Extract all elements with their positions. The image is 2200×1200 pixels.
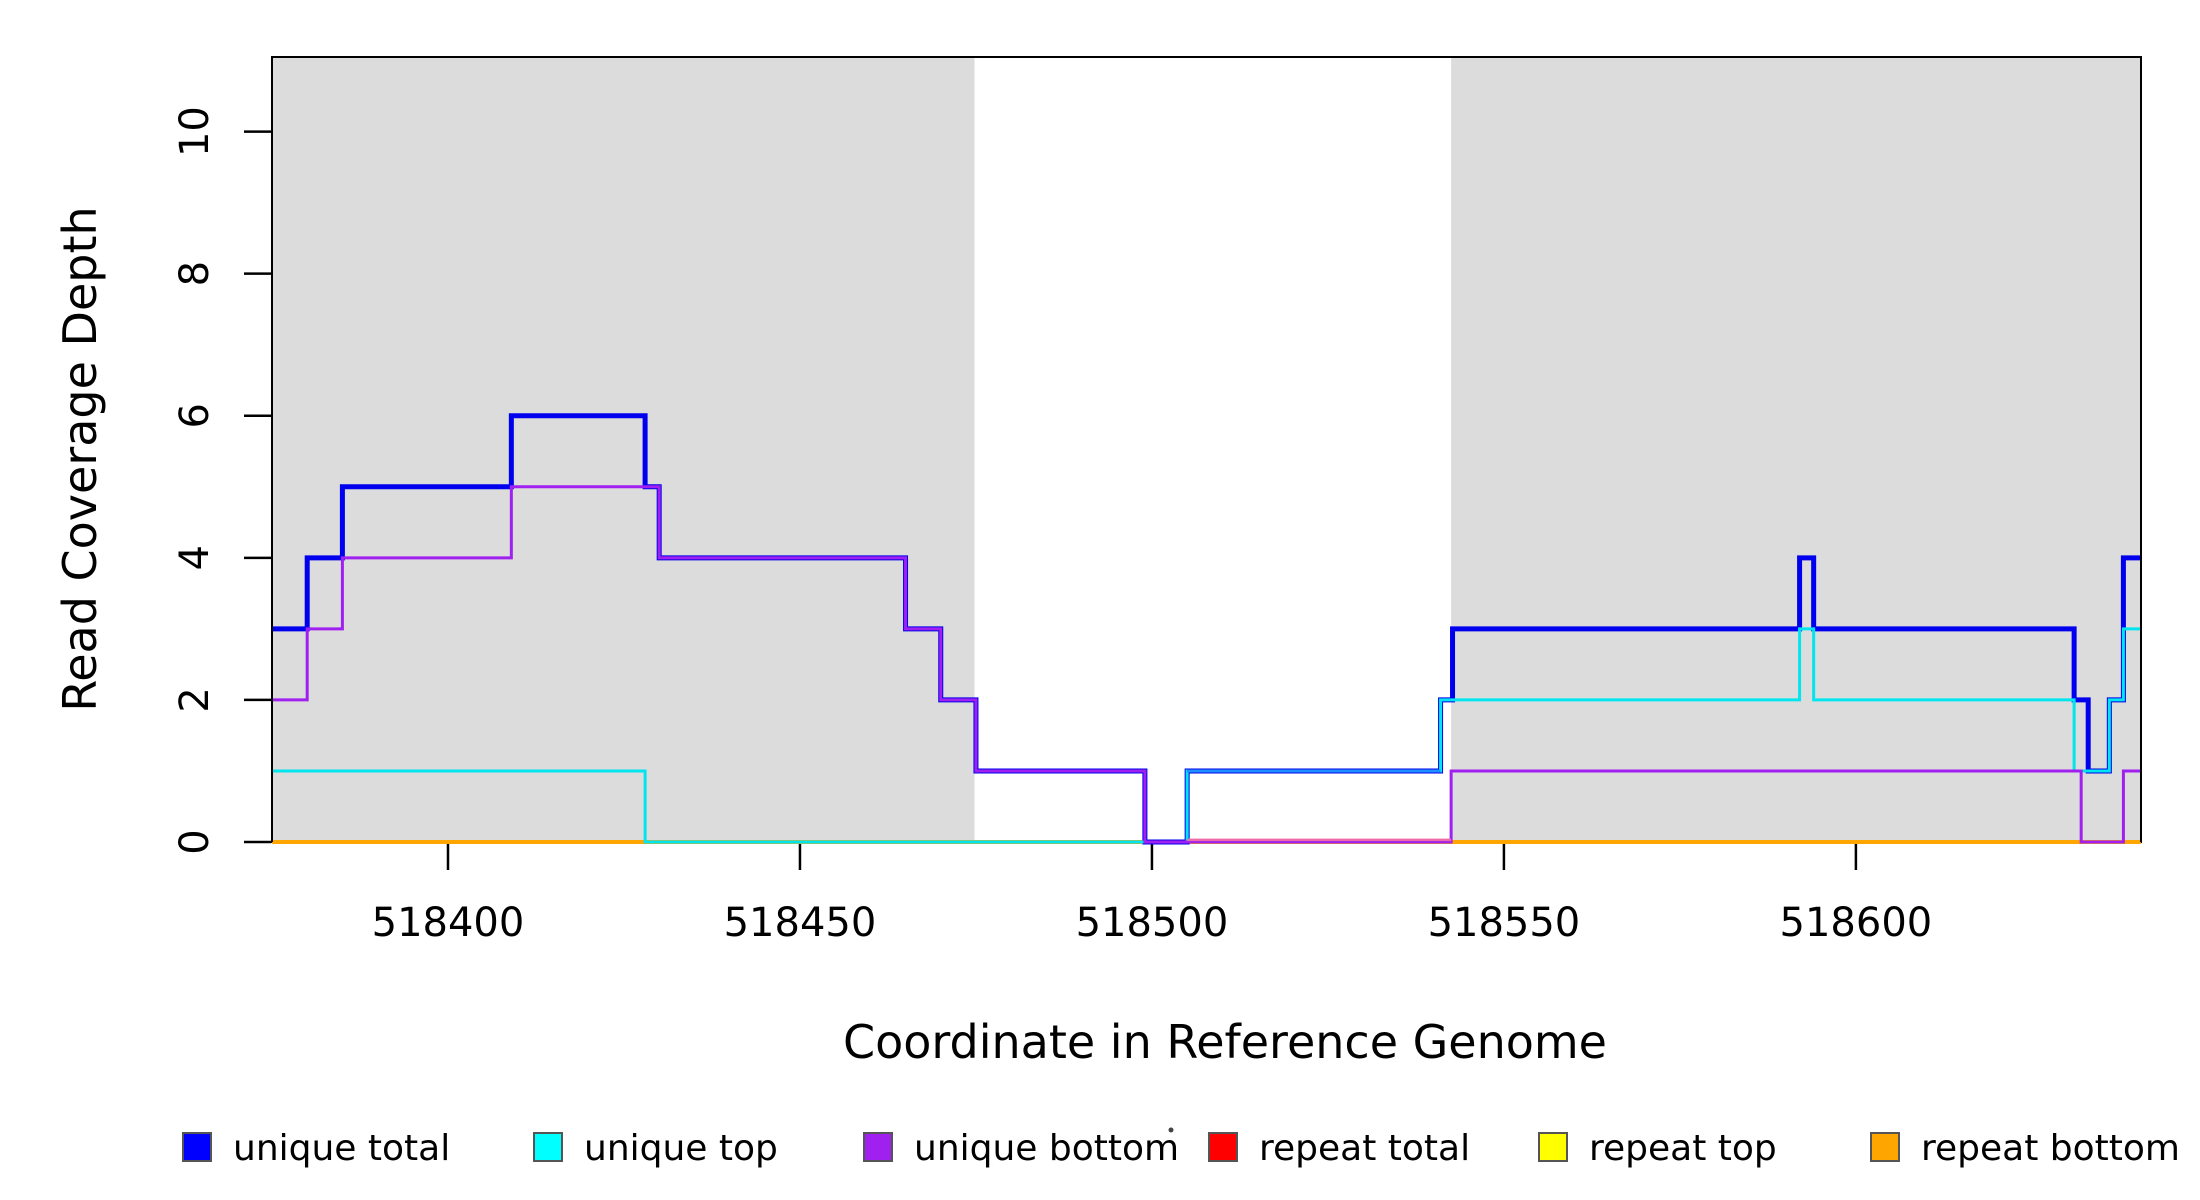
x-axis-tick-label: 518400 [372,900,525,946]
shaded-region [272,57,975,842]
legend-label: unique total [233,1128,450,1169]
x-axis-tick-label: 518600 [1780,900,1933,946]
plot-area: 518400 518450 518500 518550 518600 0 2 4 6 8 10 [172,56,2142,946]
legend-swatch-repeat-top [1538,1132,1568,1162]
x-axis-title: Coordinate in Reference Genome [843,1015,1607,1069]
x-axis-tick-label: 518550 [1428,900,1581,946]
y-axis-tick-label: 0 [172,829,218,854]
legend-item-unique-total: unique total [182,1128,450,1169]
legend-swatch-unique-bottom [863,1132,893,1162]
legend-item-repeat-bottom: repeat bottom [1870,1128,2180,1169]
y-axis-tick-label: 8 [172,261,218,286]
legend-item-repeat-total: repeat total [1208,1128,1470,1169]
plot-frame-overlay [271,56,2142,842]
shaded-region [1451,57,2141,842]
y-axis-tick-label: 10 [172,106,218,157]
legend-label: repeat top [1589,1128,1777,1169]
y-axis-tick-label: 4 [172,545,218,570]
x-axis-tick-label: 518450 [724,900,877,946]
legend: unique total unique top unique bottom re… [182,1127,2180,1169]
y-axis-tick-label: 6 [172,403,218,428]
legend-item-unique-bottom: unique bottom [863,1128,1179,1169]
legend-swatch-repeat-bottom [1870,1132,1900,1162]
x-axis-tick-label: 518500 [1076,900,1229,946]
legend-swatch-unique-top [533,1132,563,1162]
legend-label: unique bottom [914,1128,1179,1169]
legend-swatch-repeat-total [1208,1132,1238,1162]
legend-item-unique-top: unique top [533,1128,778,1169]
legend-item-repeat-top: repeat top [1538,1128,1777,1169]
legend-label: unique top [584,1128,778,1169]
series-unique-top-line [272,627,2141,844]
stray-dot-mark [1168,1127,1174,1133]
legend-label: repeat total [1259,1128,1470,1169]
y-axis-title: Read Coverage Depth [53,206,107,711]
legend-swatch-unique-total [182,1132,212,1162]
series-unique-bottom-line [272,485,2141,844]
legend-label: repeat bottom [1921,1128,2180,1169]
y-axis-tick-label: 2 [172,687,218,712]
